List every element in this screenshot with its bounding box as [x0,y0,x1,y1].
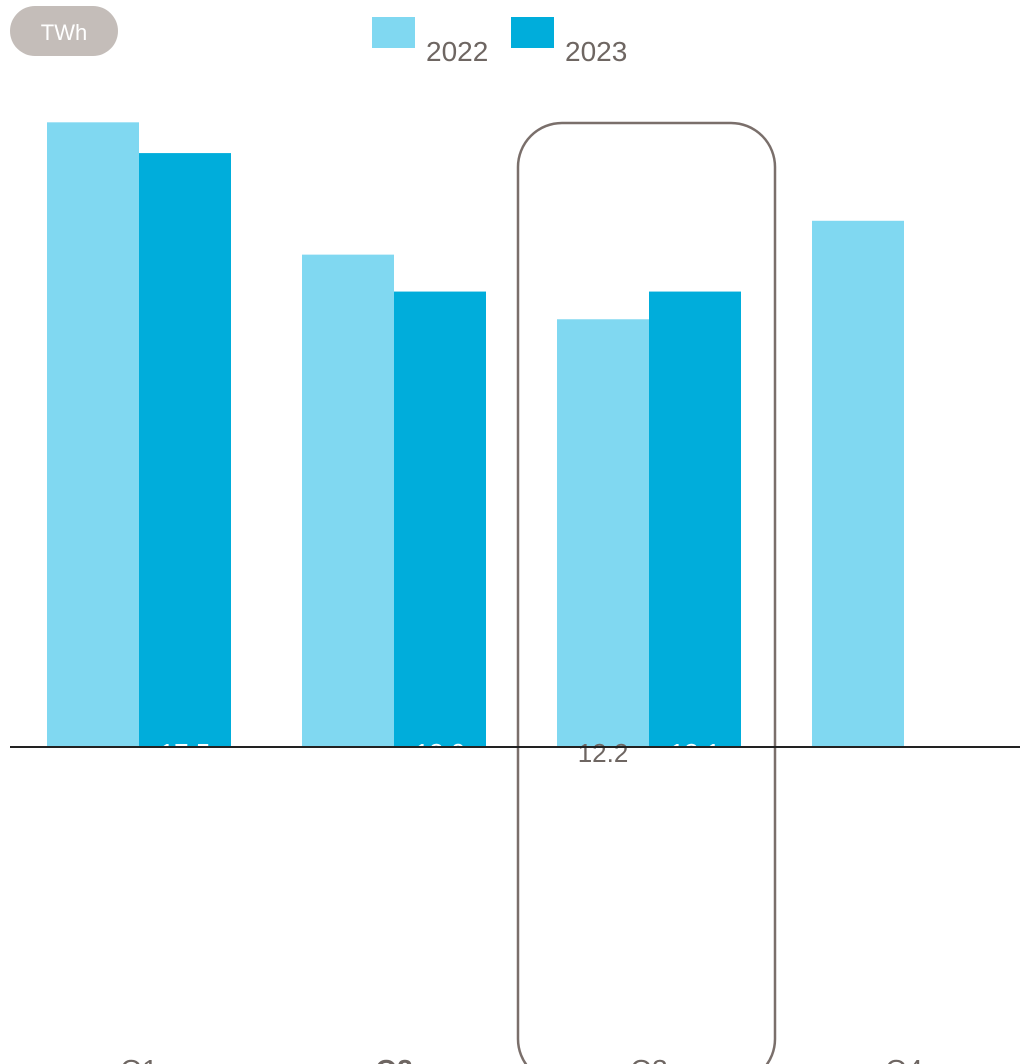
unit-pill [10,6,118,56]
value-labels: 17.5 13.0 12.2 13.1 [160,738,721,768]
legend-label-2023: 2023 [565,36,627,67]
category-label-q4: Q4 [885,1054,922,1064]
value-label-q3-2023: 13.1 [670,738,721,768]
value-label-q2-2023: 13.0 [415,738,466,768]
legend-label-2022: 2022 [426,36,488,67]
bar-q1-2022 [47,122,139,747]
bars [47,122,904,748]
category-label-q3: Q3 [630,1054,667,1064]
bar-q2-2022 [302,254,394,748]
value-label-q1-2023: 17.5 [160,738,211,768]
legend-swatch-2023 [511,17,554,48]
bar-q3-2022 [557,319,649,747]
category-label-q1: Q1 [120,1054,157,1064]
legend: 2022 2023 [372,17,627,67]
legend-swatch-2022 [372,17,415,48]
bar-q1-2023 [139,153,231,747]
unit-label: TWh [41,20,87,45]
value-label-q3-2022: 12.2 [578,738,629,768]
category-labels: Q1 Q2 Q3 Q4 [120,1054,922,1064]
bar-q2-2023 [394,291,486,747]
unit-badge: TWh [10,6,118,56]
category-label-q2: Q2 [375,1054,412,1064]
bar-q3-2023 [649,291,741,747]
bar-q4-2022 [812,220,904,747]
highlight-frame [516,121,777,1064]
